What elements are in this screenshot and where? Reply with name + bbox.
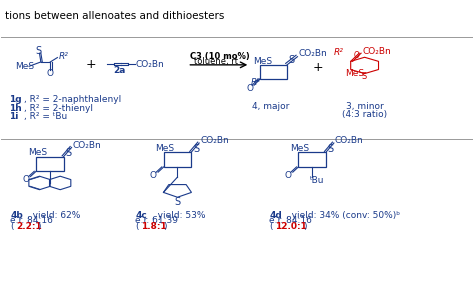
Text: R²: R² (251, 78, 261, 87)
Text: CO₂Bn: CO₂Bn (335, 136, 364, 145)
Text: O: O (47, 69, 54, 78)
Text: CO₂Bn: CO₂Bn (362, 47, 391, 56)
Text: MeS: MeS (15, 62, 34, 71)
Text: 2.2:1: 2.2:1 (16, 222, 42, 231)
Text: , R² = ᵗBu: , R² = ᵗBu (24, 112, 68, 121)
Text: R²: R² (58, 52, 68, 61)
Text: O: O (150, 171, 157, 180)
Text: CO₂Bn: CO₂Bn (73, 141, 101, 149)
Text: 1.8:1: 1.8:1 (141, 222, 167, 231)
Text: S: S (174, 197, 181, 207)
Text: 1i: 1i (9, 112, 18, 121)
Text: CO₂Bn: CO₂Bn (136, 60, 164, 69)
Text: e.r. 84:16: e.r. 84:16 (269, 216, 312, 225)
Text: C3 (10 mo%): C3 (10 mo%) (190, 52, 249, 61)
Text: S: S (328, 144, 334, 154)
Text: S: S (362, 72, 367, 81)
Text: e.r. 84:16: e.r. 84:16 (10, 216, 53, 225)
Text: +: + (313, 61, 324, 74)
Text: 4b: 4b (10, 211, 23, 219)
Text: 1g: 1g (9, 95, 22, 104)
Text: MeS: MeS (155, 144, 174, 153)
Text: (: ( (136, 222, 139, 231)
Text: CO₂Bn: CO₂Bn (200, 136, 229, 145)
Text: , R² = 2-naphthalenyl: , R² = 2-naphthalenyl (24, 95, 121, 104)
Text: 12.0:1: 12.0:1 (275, 222, 307, 231)
Text: MeS: MeS (290, 144, 309, 153)
Text: 4c: 4c (136, 211, 147, 219)
Text: (4:3 ratio): (4:3 ratio) (342, 110, 387, 119)
Text: S: S (193, 144, 199, 154)
Text: e.r. 61:39: e.r. 61:39 (136, 216, 178, 225)
Text: , yield: 34% (conv: 50%)ᵇ: , yield: 34% (conv: 50%)ᵇ (286, 211, 400, 219)
Text: (: ( (269, 222, 273, 231)
Text: MeS: MeS (27, 149, 47, 157)
Text: , yield: 62%: , yield: 62% (27, 211, 80, 219)
Text: toluene, rt: toluene, rt (193, 57, 237, 66)
Text: O: O (22, 175, 29, 184)
Text: S: S (36, 46, 42, 56)
Text: O: O (247, 84, 254, 93)
Text: 1h: 1h (9, 103, 22, 113)
Text: , R² = 2-thienyl: , R² = 2-thienyl (24, 103, 93, 113)
Text: CO₂Bn: CO₂Bn (299, 49, 327, 58)
Text: tions between allenoates and dithioesters: tions between allenoates and dithioester… (5, 11, 225, 21)
Text: 3, minor: 3, minor (346, 102, 383, 111)
Text: 2a: 2a (114, 66, 126, 75)
Text: , yield: 53%: , yield: 53% (152, 211, 205, 219)
Text: S: S (289, 55, 295, 65)
Text: MeS: MeS (345, 69, 364, 78)
Text: S: S (65, 148, 72, 158)
Text: ): ) (163, 222, 166, 231)
Text: 4d: 4d (269, 211, 282, 219)
Text: (: ( (10, 222, 14, 231)
Text: ): ) (303, 222, 307, 231)
Text: MeS: MeS (254, 57, 273, 66)
Text: R²: R² (334, 48, 344, 57)
Text: O: O (354, 51, 359, 60)
Text: O: O (284, 171, 292, 180)
Text: 4, major: 4, major (252, 102, 290, 111)
Text: +: + (85, 58, 96, 71)
Text: ): ) (37, 222, 41, 231)
Text: ᵗBu: ᵗBu (310, 176, 324, 185)
